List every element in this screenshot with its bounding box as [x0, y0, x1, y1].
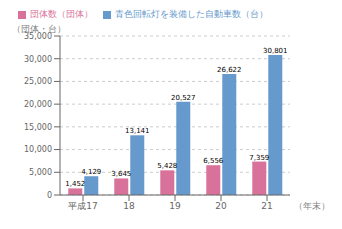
svg-text:6,556: 6,556	[203, 157, 224, 165]
svg-text:平成17: 平成17	[68, 201, 97, 211]
html-text:団体数（団体）: 団体数（団体）	[30, 9, 93, 19]
svg-text:3,645: 3,645	[111, 170, 131, 178]
svg-text:20: 20	[215, 201, 227, 211]
svg-text:5,428: 5,428	[157, 162, 177, 170]
svg-text:30,801: 30,801	[263, 47, 288, 55]
svg-text:5,000: 5,000	[29, 168, 52, 177]
svg-text:20,527: 20,527	[171, 94, 196, 102]
svg-text:19: 19	[169, 201, 181, 211]
svg-text:（年末）: （年末）	[294, 201, 330, 211]
svg-text:1,452: 1,452	[65, 180, 85, 188]
svg-text:（団体・台）: （団体・台）	[12, 24, 66, 34]
html-text:青色回転灯を装備した自動車数（台）: 青色回転灯を装備した自動車数（台）	[115, 9, 268, 19]
svg-text:26,622: 26,622	[217, 66, 242, 74]
svg-text:20,000: 20,000	[24, 100, 52, 109]
svg-text:21: 21	[261, 201, 272, 211]
svg-text:25,000: 25,000	[24, 77, 52, 86]
svg-text:4,129: 4,129	[81, 168, 101, 176]
svg-text:35,000: 35,000	[24, 31, 52, 41]
svg-text:30,000: 30,000	[24, 55, 52, 64]
svg-text:0: 0	[47, 191, 52, 200]
svg-text:10,000: 10,000	[24, 145, 52, 154]
svg-text:15,000: 15,000	[24, 123, 52, 132]
svg-text:7,359: 7,359	[249, 154, 269, 162]
svg-text:18: 18	[123, 201, 135, 211]
svg-text:13,141: 13,141	[125, 127, 150, 135]
